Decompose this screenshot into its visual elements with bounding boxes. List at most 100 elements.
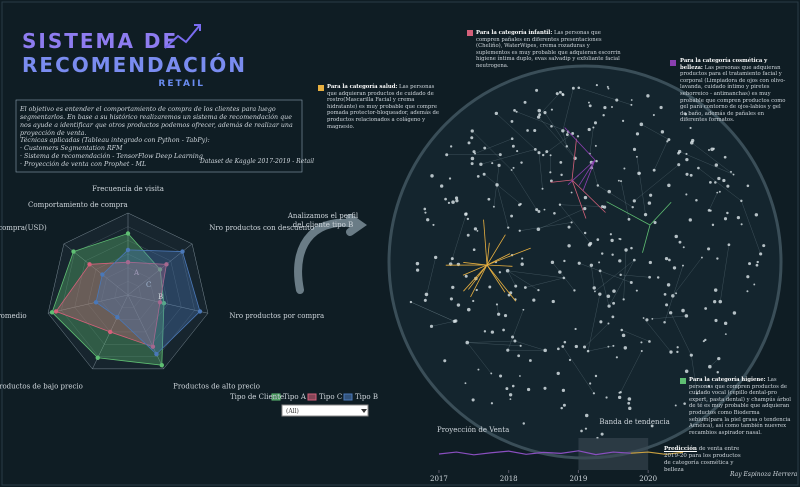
edge: [539, 92, 561, 115]
node: [723, 321, 728, 326]
node: [656, 276, 660, 279]
node: [606, 85, 609, 88]
radar-axis: [48, 294, 129, 314]
node: [652, 168, 656, 172]
edge: [672, 257, 703, 296]
edge: [708, 192, 718, 211]
node: [594, 374, 598, 378]
chart-title: Comportamiento de compra: [28, 201, 128, 209]
node: [497, 312, 501, 316]
node: [537, 210, 541, 213]
node: [545, 150, 549, 154]
node: [561, 388, 566, 393]
node: [444, 197, 447, 201]
node: [549, 154, 552, 157]
node: [596, 238, 600, 241]
edge: [562, 130, 567, 147]
node: [618, 237, 621, 240]
node: [470, 136, 474, 140]
radar-point: [108, 329, 113, 335]
edge: [514, 340, 546, 351]
node: [592, 126, 595, 129]
node: [570, 221, 573, 224]
node: [649, 193, 653, 197]
node: [426, 218, 430, 222]
node: [582, 345, 587, 349]
node: [669, 311, 673, 315]
node: [610, 238, 614, 243]
node: [464, 274, 468, 278]
node: [732, 311, 737, 315]
node: [702, 340, 705, 343]
edge: [474, 138, 513, 154]
node: [519, 344, 522, 347]
dropdown[interactable]: [281, 404, 369, 417]
edge: [538, 117, 576, 159]
dropdown-caret: [361, 409, 367, 413]
node: [559, 160, 563, 164]
node: [474, 276, 478, 281]
node: [672, 266, 677, 270]
edge: [467, 342, 521, 346]
series-label: B: [158, 293, 163, 301]
node: [678, 240, 682, 244]
node: [598, 261, 601, 264]
forecast-note-title: Predicción: [664, 446, 697, 452]
chart-title: Proyección de Venta: [437, 426, 509, 434]
node: [610, 105, 613, 109]
legend-swatch: [343, 393, 353, 401]
node: [520, 161, 523, 164]
edge: [519, 222, 572, 231]
edge: [431, 320, 456, 327]
annotation-title: Para la categoría infantil:: [476, 30, 553, 36]
edge: [579, 263, 632, 283]
node: [589, 382, 592, 385]
node: [583, 207, 587, 211]
legend-swatch: [307, 393, 317, 401]
highlight-edge: [649, 201, 672, 226]
legend-title: Tipo de Cliente: [230, 393, 284, 401]
node: [700, 256, 703, 259]
node: [471, 398, 475, 402]
radar-area: [51, 233, 165, 366]
node: [623, 346, 628, 350]
intro: El objetivo es entender el comportamient…: [20, 106, 298, 169]
node: [565, 145, 569, 148]
node: [483, 146, 487, 150]
node: [726, 211, 729, 215]
node: [483, 330, 487, 333]
node: [535, 208, 539, 212]
edge: [507, 270, 564, 279]
node: [466, 233, 470, 237]
edge: [410, 301, 455, 322]
radar-point: [159, 362, 164, 368]
edge: [691, 355, 698, 394]
node: [456, 262, 461, 267]
radar-point: [164, 262, 169, 267]
node: [723, 217, 728, 221]
radar-axis: [127, 294, 164, 369]
annotation: Para la categoría cosmética y belleza: L…: [680, 58, 788, 124]
edge: [709, 358, 719, 367]
node: [691, 138, 695, 143]
node: [567, 244, 571, 248]
axis-label: Frecuencia de visita: [92, 185, 164, 193]
node: [562, 403, 566, 407]
edge: [741, 200, 761, 254]
node: [607, 87, 610, 90]
node: [558, 203, 562, 206]
node: [498, 271, 502, 274]
node: [628, 406, 632, 411]
node: [587, 243, 592, 247]
highlight-edge: [550, 179, 573, 183]
node: [709, 181, 712, 184]
node: [707, 247, 711, 251]
node: [543, 386, 547, 390]
annotation-text: Las personas que compren productos de cu…: [689, 377, 791, 436]
edge: [652, 315, 687, 320]
node: [682, 246, 685, 249]
node: [430, 174, 434, 178]
node: [675, 292, 678, 295]
node: [450, 257, 454, 261]
